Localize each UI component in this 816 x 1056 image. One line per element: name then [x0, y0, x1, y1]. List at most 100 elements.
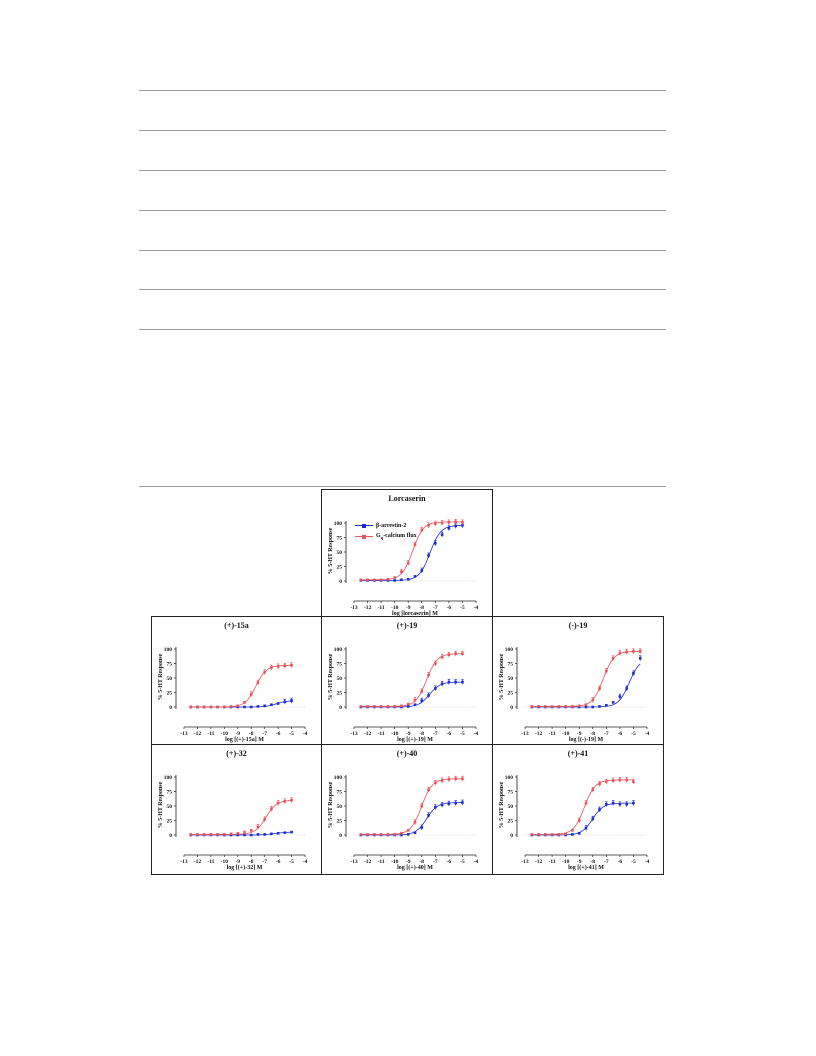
data-point [263, 704, 266, 708]
x-tick-label: -7 [262, 731, 267, 737]
x-tick-label: -5 [289, 731, 294, 737]
chart-svg: 0 25 50 75 100 -13 -12 -11 -10 -9 -8 -7 -6 -5 -4 [334, 775, 479, 865]
data-point [379, 705, 383, 708]
y-tick-label: 100 [334, 775, 343, 781]
data-point [413, 698, 417, 702]
data-point [577, 831, 581, 835]
data-point [366, 833, 369, 836]
data-point [447, 653, 451, 657]
x-tick-label: -11 [378, 731, 385, 737]
data-point [243, 830, 246, 834]
x-axis-label: log [lorcaserin] M [392, 611, 438, 617]
data-point [618, 651, 622, 655]
x-tick-label: -12 [194, 859, 202, 865]
chart-panel-lorcaserin: Lorcaserin 0 25 50 75 100 -13 -12 -11 -10 -9 -8 -7 -6… [321, 489, 493, 617]
y-tick-label: 50 [167, 676, 173, 682]
legend-item-arrestin: β-arrestin-2 [355, 520, 417, 531]
data-point [209, 705, 213, 709]
data-point [605, 669, 608, 673]
data-point [196, 833, 199, 836]
y-tick-label: 25 [167, 691, 173, 697]
x-tick-label: -13 [350, 605, 358, 611]
data-point [557, 705, 561, 708]
data-point [366, 578, 369, 582]
y-axis-label: % 5-HT Response [158, 653, 164, 701]
x-tick-label: -5 [460, 859, 465, 865]
series-curve-gq [190, 664, 292, 708]
x-tick-label: -4 [474, 605, 479, 611]
x-tick-label: -6 [447, 731, 452, 737]
chart-panel-41: (+)-41 0 25 50 75 100 -13 -12 -11 -10 -9 -8 -7 -6 -5 -4… [492, 744, 664, 875]
data-point [202, 833, 206, 836]
x-tick-label: -12 [194, 731, 202, 737]
data-point [229, 705, 233, 708]
chart-panel-plus-19: (+)-19 0 25 50 75 100 -13 -12 -11 -10 -9 -8 -7 -6 -5 -4… [321, 616, 493, 745]
data-point [270, 666, 273, 669]
x-tick-label: -5 [631, 731, 636, 737]
y-tick-label: 25 [167, 819, 173, 825]
data-point [283, 664, 287, 668]
data-point [276, 702, 280, 705]
data-point [611, 656, 615, 660]
data-point [557, 833, 561, 836]
data-point [283, 800, 287, 803]
data-point [373, 578, 376, 582]
series-curve-gq [531, 650, 641, 707]
legend-item-gq: Gq-calcium flux [355, 531, 417, 542]
data-point [420, 699, 424, 702]
x-tick-label: -12 [364, 731, 372, 737]
series-curve-arrestin [531, 802, 634, 836]
data-point [216, 833, 219, 836]
data-point [406, 702, 410, 706]
x-tick-label: -4 [645, 859, 650, 865]
data-point [584, 705, 588, 709]
data-point [625, 650, 628, 654]
data-point [605, 780, 608, 783]
x-tick-label: -9 [406, 605, 411, 611]
x-tick-label: -6 [447, 605, 452, 611]
x-tick-label: -11 [378, 859, 385, 865]
y-tick-label: 100 [334, 521, 343, 527]
data-point [591, 698, 595, 702]
data-point [400, 704, 403, 708]
series-curve-arrestin [360, 525, 463, 581]
data-point [427, 813, 430, 817]
data-point [249, 692, 253, 696]
data-point [406, 833, 410, 836]
y-axis-label: % 5-HT Response [499, 653, 505, 701]
data-point [461, 777, 464, 781]
data-point [550, 705, 554, 708]
table-rule-6 [139, 289, 666, 290]
data-point [537, 833, 540, 836]
data-point [420, 804, 424, 808]
data-point [454, 520, 457, 524]
data-point [379, 578, 383, 582]
chart-panel-40: (+)-40 0 25 50 75 100 -13 -12 -11 -10 -9 -8 -7 -6 -5 -4… [321, 744, 493, 875]
data-point [454, 801, 457, 805]
x-tick-label: -11 [207, 731, 214, 737]
data-point [454, 680, 457, 684]
data-point [243, 833, 246, 837]
data-point [591, 817, 595, 821]
data-point [632, 801, 635, 805]
data-point [359, 833, 363, 836]
x-tick-label: -8 [419, 731, 424, 737]
data-point [447, 526, 451, 530]
data-point [447, 802, 451, 805]
data-point [591, 705, 595, 709]
x-tick-label: -9 [577, 859, 582, 865]
x-tick-label: -7 [262, 859, 267, 865]
data-point [413, 575, 417, 578]
x-axis-label: log [(+)-32] M [226, 865, 263, 871]
data-point [544, 833, 547, 836]
data-point [461, 652, 464, 655]
x-tick-label: -8 [419, 859, 424, 865]
data-point [530, 705, 534, 708]
data-point [216, 705, 219, 709]
x-tick-label: -13 [180, 731, 188, 737]
figure-top-rule [139, 486, 666, 487]
data-point [263, 818, 266, 821]
data-point [461, 680, 464, 684]
data-point [413, 703, 417, 706]
series-curve-gq [360, 778, 463, 835]
